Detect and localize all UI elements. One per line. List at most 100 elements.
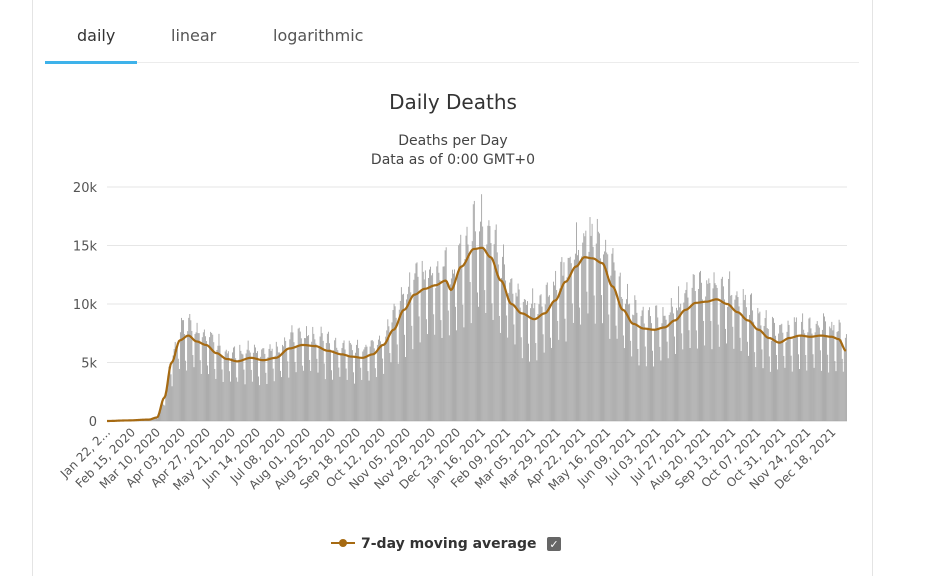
daily-death-bar <box>471 241 473 421</box>
daily-death-bar <box>668 315 670 421</box>
daily-bars <box>108 194 847 421</box>
daily-death-bar <box>323 363 325 421</box>
daily-death-bar <box>830 328 832 421</box>
daily-death-bar <box>481 194 483 421</box>
daily-death-bar <box>670 298 672 421</box>
daily-death-bar <box>458 245 460 421</box>
daily-death-bar <box>290 332 292 421</box>
daily-death-bar <box>555 270 557 421</box>
daily-death-bar <box>677 310 678 421</box>
daily-death-bar <box>763 326 765 421</box>
daily-death-bar <box>776 354 778 421</box>
daily-death-bar <box>273 381 275 421</box>
legend-checkbox[interactable] <box>547 537 561 551</box>
daily-death-bar <box>359 357 361 421</box>
daily-death-bar <box>441 337 443 421</box>
daily-death-bar <box>392 310 394 421</box>
daily-death-bar <box>160 406 162 421</box>
daily-death-bar <box>839 322 841 421</box>
daily-death-bar <box>682 349 684 421</box>
daily-death-bar <box>636 312 638 421</box>
daily-death-bar <box>799 369 800 421</box>
tab-logarithmic[interactable]: logarithmic <box>273 26 364 45</box>
daily-death-bar <box>372 341 374 421</box>
daily-death-bar <box>172 355 174 421</box>
daily-death-bar <box>329 343 330 421</box>
daily-death-bar <box>620 296 622 421</box>
daily-death-bar <box>244 384 246 421</box>
daily-death-bar <box>664 315 666 421</box>
daily-death-bar <box>294 361 296 421</box>
daily-death-bar <box>755 367 757 421</box>
daily-death-bar <box>598 233 600 421</box>
daily-death-bar <box>158 416 159 421</box>
daily-death-bar <box>690 306 692 421</box>
daily-death-bar <box>281 377 282 421</box>
daily-death-bar <box>398 309 400 421</box>
daily-death-bar <box>646 327 648 421</box>
daily-death-bar <box>721 276 723 421</box>
daily-death-bar <box>543 352 545 421</box>
daily-death-bar <box>647 310 649 421</box>
daily-death-bar <box>391 322 393 421</box>
daily-death-bar <box>203 329 205 421</box>
daily-death-bar <box>656 305 658 421</box>
daily-death-bar <box>401 294 403 421</box>
tab-daily[interactable]: daily <box>77 26 116 45</box>
daily-death-bar <box>209 337 211 421</box>
y-tick-label: 0 <box>89 415 97 430</box>
daily-death-bar <box>796 335 798 421</box>
daily-death-bar <box>278 352 280 421</box>
daily-death-bar <box>577 255 578 421</box>
daily-death-bar <box>472 204 474 421</box>
daily-death-bar <box>382 358 384 421</box>
daily-death-bar <box>843 349 845 421</box>
y-tick-label: 10k <box>73 298 98 313</box>
daily-death-bar <box>466 226 468 421</box>
daily-death-bar <box>317 372 319 421</box>
daily-death-bar <box>826 335 828 421</box>
daily-death-bar <box>505 280 507 421</box>
daily-death-bar <box>671 306 673 421</box>
daily-death-bar <box>208 374 209 421</box>
daily-death-bar <box>443 266 445 421</box>
daily-death-bar <box>713 272 715 421</box>
daily-death-bar <box>537 314 539 421</box>
daily-death-bar <box>565 341 567 421</box>
legend[interactable]: 7-day moving average ✓ <box>331 536 561 552</box>
daily-death-bar <box>559 288 561 421</box>
daily-death-bar <box>175 346 177 421</box>
daily-death-bar <box>422 271 424 421</box>
daily-death-bar <box>474 231 476 421</box>
daily-death-bar <box>376 344 378 421</box>
daily-death-bar <box>185 360 187 421</box>
daily-death-bar <box>618 276 620 421</box>
daily-death-bar <box>302 370 304 421</box>
daily-death-bar <box>751 293 752 421</box>
daily-death-bar <box>628 304 630 421</box>
tab-linear[interactable]: linear <box>171 26 217 45</box>
daily-death-bar <box>634 295 636 421</box>
daily-death-bar <box>614 270 616 421</box>
daily-death-bar <box>605 239 607 421</box>
daily-death-bar <box>587 313 589 421</box>
daily-death-bar <box>247 340 249 421</box>
daily-death-bar <box>194 334 196 421</box>
daily-death-bar <box>795 317 797 421</box>
daily-death-bar <box>285 340 287 421</box>
daily-death-bar <box>442 266 444 421</box>
legend-label-moving-average[interactable]: 7-day moving average <box>361 536 537 552</box>
daily-death-bar <box>769 371 771 421</box>
daily-death-bar <box>362 351 364 421</box>
daily-death-bar <box>459 243 461 421</box>
daily-death-bar <box>729 271 731 421</box>
daily-death-bar <box>679 307 681 421</box>
daily-deaths-chart: Daily Deaths Deaths per Day Data as of 0… <box>57 90 847 552</box>
daily-death-bar <box>196 322 198 421</box>
daily-death-bar <box>316 358 318 421</box>
daily-death-bar <box>390 362 392 421</box>
daily-death-bar <box>509 282 511 421</box>
daily-death-bar <box>676 307 677 421</box>
daily-death-bar <box>579 307 581 421</box>
daily-death-bar <box>606 252 608 421</box>
